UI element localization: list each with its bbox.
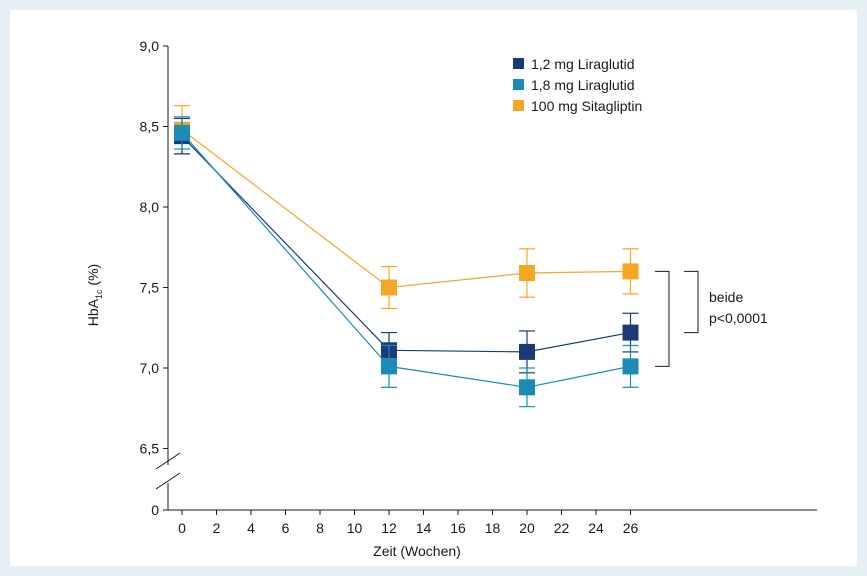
series-line bbox=[181, 132, 631, 388]
series-line bbox=[181, 129, 631, 289]
bracket-inner bbox=[684, 270, 699, 334]
data-point bbox=[174, 124, 190, 141]
legend-label: 1,2 mg Liraglutid bbox=[531, 56, 635, 72]
series-layer bbox=[174, 104, 639, 408]
legend-swatch bbox=[513, 79, 524, 90]
series-line bbox=[181, 135, 631, 353]
y-tick-label-zero: 0 bbox=[151, 502, 159, 518]
data-point bbox=[622, 263, 639, 280]
x-tick-label: 14 bbox=[416, 520, 432, 536]
legend-label: 100 mg Sitagliptin bbox=[531, 98, 642, 114]
bracket-outer bbox=[655, 270, 670, 367]
y-axis-title-unit: (%) bbox=[85, 264, 101, 290]
data-point bbox=[622, 324, 639, 341]
axes: 6,57,07,58,08,59,000 2 4 6 8 10 12 14 16 18 20 22 24… bbox=[140, 38, 817, 536]
data-point bbox=[519, 265, 535, 282]
chart-panel: 6,5 7,0 7,5 8,0 8,5 9,0 0 0 2 4 6 8 10 12 14 16 18 20 22 24… bbox=[10, 10, 857, 566]
annotation-line2: p<0,0001 bbox=[709, 310, 768, 326]
data-point bbox=[622, 358, 639, 375]
data-point bbox=[519, 343, 535, 360]
series-1 bbox=[174, 117, 639, 374]
significance-annotation: beide p<0,0001 bbox=[655, 270, 768, 367]
y-axis-title-sub: 1c bbox=[94, 289, 104, 299]
y-tick-label: 9,0 bbox=[140, 38, 160, 54]
x-tick-label: 0 bbox=[178, 520, 186, 536]
data-point bbox=[519, 379, 535, 396]
axis-break-mark-2 bbox=[155, 472, 181, 490]
x-tick-label: 6 bbox=[282, 520, 290, 536]
series-2 bbox=[174, 116, 639, 408]
x-tick-label: 22 bbox=[554, 520, 570, 536]
legend-swatch bbox=[513, 100, 524, 111]
x-tick-label: 18 bbox=[485, 520, 501, 536]
x-tick-label: 20 bbox=[519, 520, 535, 536]
series-3 bbox=[174, 104, 639, 310]
x-tick-label: 12 bbox=[381, 520, 397, 536]
y-axis-title-main: HbA bbox=[85, 298, 101, 326]
y-axis-title: HbA1c (%) bbox=[85, 264, 104, 326]
x-tick-label: 26 bbox=[623, 520, 639, 536]
legend-label: 1,8 mg Liraglutid bbox=[531, 77, 635, 93]
axis-break-mark-1 bbox=[155, 452, 181, 470]
y-tick-label: 7,5 bbox=[140, 280, 160, 296]
data-point bbox=[381, 279, 397, 296]
x-tick-label: 24 bbox=[588, 520, 604, 536]
y-tick-label: 8,5 bbox=[140, 119, 160, 135]
data-point bbox=[381, 358, 397, 375]
x-tick-label: 4 bbox=[247, 520, 255, 536]
x-tick-label: 2 bbox=[213, 520, 221, 536]
legend-swatch bbox=[513, 58, 524, 69]
legend: 1,2 mg Liraglutid 1,8 mg Liraglutid 100 mg… bbox=[513, 56, 642, 114]
annotation-line1: beide bbox=[709, 289, 743, 305]
x-tick-label: 16 bbox=[450, 520, 466, 536]
x-axis-title: Zeit (Wochen) bbox=[373, 543, 461, 559]
y-tick-label: 6,5 bbox=[140, 441, 160, 457]
chart-svg: 6,57,07,58,08,59,000 2 4 6 8 10 12 14 16 18 20 22 24… bbox=[85, 38, 817, 559]
y-tick-label: 8,0 bbox=[140, 199, 160, 215]
y-tick-label: 7,0 bbox=[140, 360, 160, 376]
x-tick-label: 10 bbox=[347, 520, 363, 536]
x-tick-label: 8 bbox=[316, 520, 324, 536]
